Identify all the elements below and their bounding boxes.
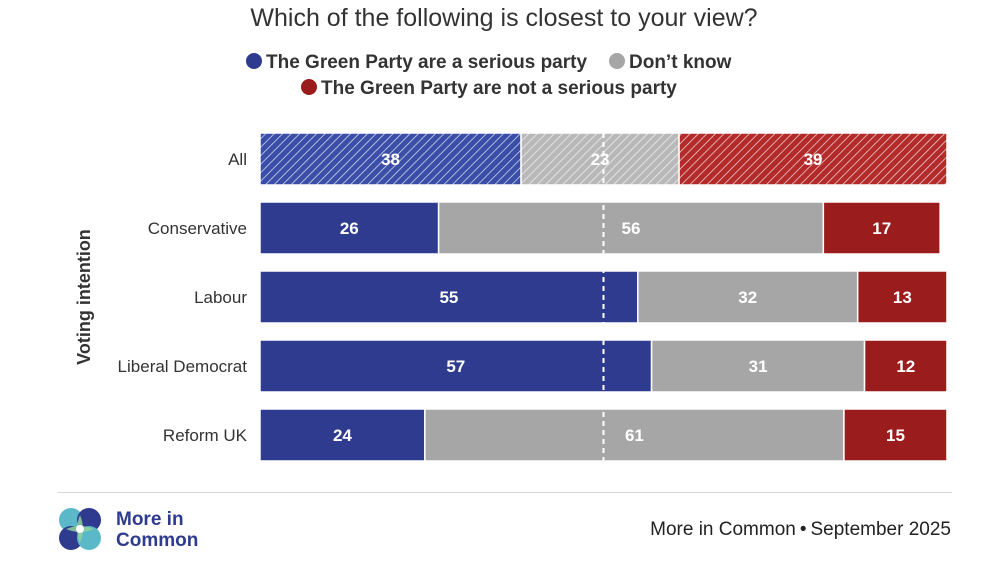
source-name: More in Common bbox=[650, 519, 796, 540]
data-label-liberal-democrat-the-green-party-are-not-a-serious-party: 12 bbox=[896, 357, 915, 376]
bar-liberal-democrat-the-green-party-are-a-serious-party bbox=[259, 339, 653, 393]
source-separator: • bbox=[799, 519, 807, 540]
data-label-all-the-green-party-are-not-a-serious-party: 39 bbox=[804, 150, 823, 169]
bar-labour-the-green-party-are-a-serious-party bbox=[259, 270, 639, 324]
logo-wordmark: More in Common bbox=[116, 509, 198, 551]
data-label-reform-uk-the-green-party-are-not-a-serious-party: 15 bbox=[886, 426, 905, 445]
data-label-liberal-democrat-don-t-know: 31 bbox=[749, 357, 768, 376]
bar-labour-the-green-party-are-not-a-serious-party bbox=[856, 270, 948, 324]
data-label-reform-uk-don-t-know: 61 bbox=[625, 426, 644, 445]
footer-divider bbox=[58, 492, 952, 493]
bar-all-the-green-party-are-not-a-serious-party bbox=[678, 132, 948, 186]
bar-labour-don-t-know bbox=[637, 270, 859, 324]
bar-liberal-democrat-the-green-party-are-not-a-serious-party bbox=[863, 339, 948, 393]
bar-reform-uk-the-green-party-are-a-serious-party bbox=[259, 408, 426, 462]
legend-marker-the-green-party-are-not-a-serious-party bbox=[301, 79, 317, 95]
bar-reform-uk-the-green-party-are-not-a-serious-party bbox=[843, 408, 948, 462]
bar-conservative-the-green-party-are-not-a-serious-party bbox=[822, 201, 941, 255]
logo-line-2: Common bbox=[116, 530, 199, 551]
more-in-common-logo-icon bbox=[59, 508, 101, 550]
data-label-all-don-t-know: 23 bbox=[591, 150, 610, 169]
bar-reform-uk-don-t-know bbox=[424, 408, 845, 462]
bar-all-don-t-know bbox=[520, 132, 680, 186]
data-label-liberal-democrat-the-green-party-are-a-serious-party: 57 bbox=[446, 357, 465, 376]
data-label-conservative-the-green-party-are-a-serious-party: 26 bbox=[340, 219, 359, 238]
y-axis-title: Voting intention bbox=[74, 229, 94, 365]
category-label-conservative: Conservative bbox=[148, 219, 247, 238]
data-label-labour-the-green-party-are-a-serious-party: 55 bbox=[439, 288, 458, 307]
category-label-reform-uk: Reform UK bbox=[163, 426, 248, 445]
category-label-labour: Labour bbox=[194, 288, 247, 307]
data-label-reform-uk-the-green-party-are-a-serious-party: 24 bbox=[333, 426, 352, 445]
data-label-all-the-green-party-are-a-serious-party: 38 bbox=[381, 150, 400, 169]
data-label-conservative-don-t-know: 56 bbox=[622, 219, 641, 238]
category-label-all: All bbox=[228, 150, 247, 169]
category-label-liberal-democrat: Liberal Democrat bbox=[118, 357, 248, 376]
bar-conservative-don-t-know bbox=[437, 201, 825, 255]
chart-title: Which of the following is closest to you… bbox=[250, 4, 757, 32]
legend-label-don-t-know: Don’t know bbox=[629, 52, 732, 73]
legend-marker-don-t-know bbox=[609, 53, 625, 69]
legend-label-the-green-party-are-not-a-serious-party: The Green Party are not a serious party bbox=[321, 78, 677, 99]
bar-all-the-green-party-are-a-serious-party bbox=[259, 132, 522, 186]
logo-line-1: More in bbox=[116, 509, 184, 530]
legend-label-the-green-party-are-a-serious-party: The Green Party are a serious party bbox=[266, 52, 587, 73]
legend-marker-the-green-party-are-a-serious-party bbox=[246, 53, 262, 69]
data-label-conservative-the-green-party-are-not-a-serious-party: 17 bbox=[872, 219, 891, 238]
source-note: More in Common • September 2025 bbox=[650, 519, 951, 541]
source-date: September 2025 bbox=[810, 519, 952, 540]
data-label-labour-don-t-know: 32 bbox=[738, 288, 757, 307]
data-label-labour-the-green-party-are-not-a-serious-party: 13 bbox=[893, 288, 912, 307]
